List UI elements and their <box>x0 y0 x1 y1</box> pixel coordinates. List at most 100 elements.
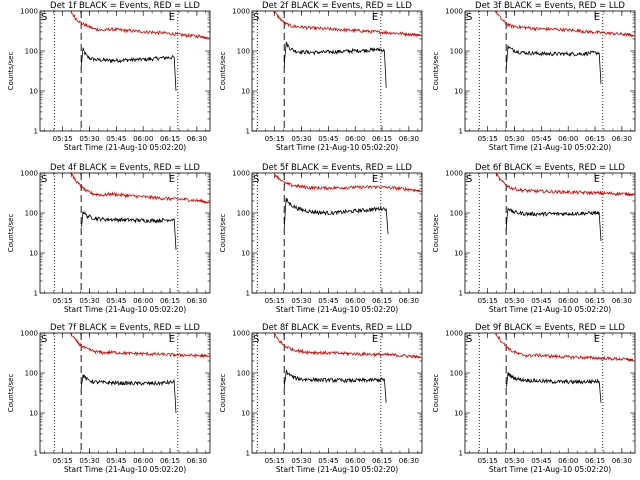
x-tick-label: 06:00 <box>345 297 365 305</box>
panel-det-2: Det 2f BLACK = Events, RED = LLD 1 10 100 10… <box>219 1 423 152</box>
x-axis-label: Start Time (21-Aug-10 05:02:20) <box>276 465 398 474</box>
events-series-line <box>80 211 177 250</box>
x-axis-label: Start Time (21-Aug-10 05:02:20) <box>64 465 186 474</box>
y-tick-label: 1 <box>34 128 38 136</box>
y-tick-label: 1 <box>34 290 38 298</box>
end-marker: E <box>594 174 600 185</box>
series-group <box>495 11 635 85</box>
x-tick-label: 06:15 <box>585 457 605 465</box>
x-tick-label: 05:30 <box>504 297 524 305</box>
events-series-line <box>505 372 602 403</box>
panel-det-7: Det 7f BLACK = Events, RED = LLD 1 10 100 10… <box>7 323 211 474</box>
x-tick-label: 06:00 <box>133 457 153 465</box>
x-tick-label: 06:00 <box>345 457 365 465</box>
x-tick-label: 05:45 <box>531 457 551 465</box>
x-tick-label: 06:15 <box>160 135 180 143</box>
y-axis-label: Counts/sec <box>7 214 15 253</box>
lld-series-line <box>273 11 422 38</box>
x-axis-label: Start Time (21-Aug-10 05:02:20) <box>489 143 611 152</box>
x-tick-label: 05:45 <box>106 135 126 143</box>
series-group <box>495 173 635 242</box>
y-tick-label: 10 <box>29 410 38 418</box>
x-tick-label: 05:15 <box>478 297 498 305</box>
x-tick-label: 06:00 <box>558 297 578 305</box>
axes-frame <box>251 332 423 454</box>
y-tick-label: 1000 <box>445 170 463 178</box>
lld-series-line <box>273 173 422 193</box>
panel-det-3: Det 3f BLACK = Events, RED = LLD 1 10 100 10… <box>432 1 636 152</box>
end-marker: E <box>169 12 175 23</box>
x-tick-label: 05:45 <box>531 135 551 143</box>
y-tick-label: 10 <box>454 410 463 418</box>
panel-det-8: Det 8f BLACK = Events, RED = LLD 1 10 100 10… <box>219 323 423 474</box>
panel-det-1: Det 1f BLACK = Events, RED = LLD 1 10 100 10… <box>7 1 211 152</box>
start-marker: S <box>466 334 472 345</box>
x-tick-label: 06:00 <box>558 457 578 465</box>
x-axis-label: Start Time (21-Aug-10 05:02:20) <box>64 305 186 314</box>
events-series-line <box>283 369 387 403</box>
x-tick-label: 05:15 <box>265 297 285 305</box>
panel-det-4: Det 4f BLACK = Events, RED = LLD 1 10 100 10… <box>7 163 211 314</box>
y-tick-label: 1 <box>246 290 250 298</box>
x-tick-label: 06:30 <box>612 297 632 305</box>
y-tick-label: 10 <box>241 410 250 418</box>
y-tick-label: 100 <box>25 370 38 378</box>
x-tick-label: 06:30 <box>187 135 207 143</box>
y-tick-label: 100 <box>450 48 463 56</box>
y-tick-label: 10 <box>29 88 38 96</box>
x-tick-label: 05:30 <box>79 135 99 143</box>
start-marker: S <box>253 12 259 23</box>
panel-title: Det 7f BLACK = Events, RED = LLD <box>50 323 200 333</box>
events-series-line <box>505 45 602 85</box>
series-group <box>273 11 422 88</box>
axes-frame <box>464 332 636 454</box>
y-tick-label: 10 <box>454 250 463 258</box>
x-tick-label: 06:30 <box>399 135 419 143</box>
y-axis-label: Counts/sec <box>432 52 440 91</box>
panel-det-5: Det 5f BLACK = Events, RED = LLD 1 10 100 10… <box>219 163 423 314</box>
y-tick-label: 1000 <box>232 170 250 178</box>
x-tick-label: 06:00 <box>133 297 153 305</box>
panel-det-9: Det 9f BLACK = Events, RED = LLD 1 10 100 10… <box>432 323 636 474</box>
x-tick-label: 06:15 <box>585 297 605 305</box>
x-tick-label: 05:30 <box>79 297 99 305</box>
x-axis-label: Start Time (21-Aug-10 05:02:20) <box>489 465 611 474</box>
x-tick-label: 05:45 <box>318 135 338 143</box>
panel-title: Det 4f BLACK = Events, RED = LLD <box>50 163 200 173</box>
start-marker: S <box>41 12 47 23</box>
x-tick-label: 05:15 <box>53 297 73 305</box>
x-tick-label: 05:15 <box>478 135 498 143</box>
y-tick-label: 1 <box>459 128 463 136</box>
y-tick-label: 10 <box>454 88 463 96</box>
y-tick-label: 1000 <box>20 170 38 178</box>
y-tick-label: 100 <box>237 370 250 378</box>
y-tick-label: 1 <box>459 290 463 298</box>
x-tick-label: 05:15 <box>478 457 498 465</box>
y-tick-label: 1000 <box>232 8 250 16</box>
x-tick-label: 05:15 <box>265 135 285 143</box>
x-tick-label: 05:45 <box>318 297 338 305</box>
x-tick-label: 05:15 <box>265 457 285 465</box>
x-tick-label: 05:30 <box>79 457 99 465</box>
y-tick-label: 1000 <box>445 330 463 338</box>
y-tick-label: 1000 <box>20 330 38 338</box>
x-tick-label: 06:30 <box>399 457 419 465</box>
series-group <box>70 173 210 250</box>
series-group <box>70 11 210 92</box>
y-tick-label: 100 <box>25 48 38 56</box>
y-tick-label: 1000 <box>20 8 38 16</box>
lld-series-line <box>495 333 635 362</box>
events-series-line <box>80 374 177 414</box>
series-group <box>273 173 422 234</box>
axes-frame <box>464 10 636 132</box>
x-tick-label: 06:15 <box>160 457 180 465</box>
series-group <box>70 333 210 414</box>
lld-series-line <box>273 333 422 359</box>
y-axis-label: Counts/sec <box>7 52 15 91</box>
x-tick-label: 06:15 <box>372 457 392 465</box>
series-group <box>495 333 635 403</box>
start-marker: S <box>466 174 472 185</box>
series-group <box>273 333 422 403</box>
y-tick-label: 1000 <box>232 330 250 338</box>
x-tick-label: 05:45 <box>106 457 126 465</box>
